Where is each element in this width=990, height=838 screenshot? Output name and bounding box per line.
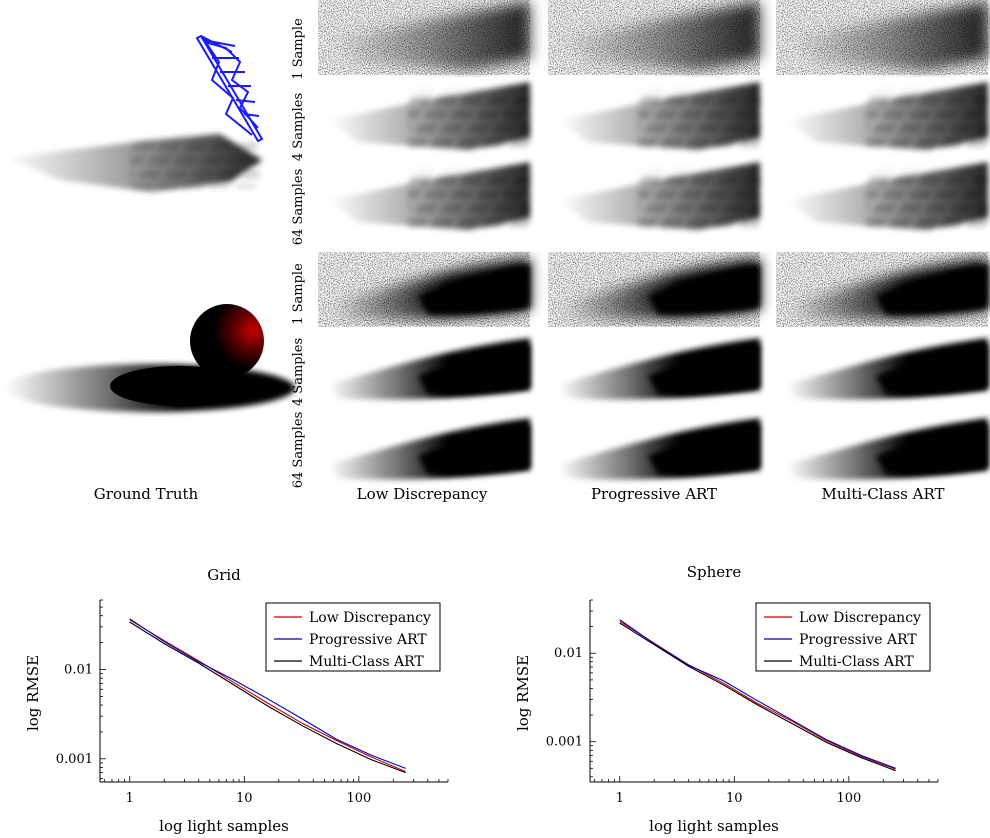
y-tick-label: 0.001 (56, 752, 93, 767)
series-line (129, 618, 406, 769)
render-thumbnail (558, 338, 760, 400)
render-thumbnail (558, 162, 760, 230)
x-tick-label: 100 (346, 791, 371, 806)
x-tick-label: 1 (126, 791, 134, 806)
render-thumbnail (786, 82, 988, 150)
x-tick-label: 100 (836, 791, 861, 806)
row-label: 4 Samples (291, 338, 306, 406)
series-line (129, 621, 406, 774)
column-label-ground-truth: Ground Truth (94, 485, 199, 503)
render-thumbnail (328, 82, 530, 150)
chart-title: Sphere (687, 563, 742, 581)
y-tick-label: 0.01 (64, 662, 93, 677)
render-thumbnail (318, 0, 530, 75)
legend-box (265, 602, 441, 672)
x-tick-label: 1 (616, 791, 624, 806)
x-axis-label: log light samples (159, 817, 289, 835)
row-labels: 1 Sample 4 Samples 64 Samples 1 Sample 4… (291, 18, 306, 488)
row-label: 1 Sample (291, 263, 306, 325)
render-thumbnail (786, 162, 988, 230)
render-thumbnail (318, 252, 530, 327)
legend-label: Low Discrepancy (309, 610, 431, 626)
red-sphere-icon (190, 304, 264, 378)
y-axis-label: log RMSE (24, 655, 42, 731)
legend-label: Progressive ART (799, 632, 917, 648)
x-tick-label: 10 (236, 791, 253, 806)
column-label-progressive-art: Progressive ART (591, 485, 717, 503)
row-label: 1 Sample (291, 18, 306, 80)
y-axis-label: log RMSE (514, 655, 532, 731)
render-thumbnail (776, 252, 988, 327)
legend-label: Low Discrepancy (799, 610, 921, 626)
grid-rmse-chart: Grid 1 10 100 0.001 0.01 log light samples log … (24, 566, 449, 835)
render-thumbnail (558, 418, 760, 480)
legend: Low Discrepancy Progressive ART Multi-Clas… (755, 602, 931, 672)
legend-label: Multi-Class ART (309, 654, 424, 670)
x-axis-label: log light samples (649, 817, 779, 835)
legend: Low Discrepancy Progressive ART Multi-Clas… (265, 602, 441, 672)
render-thumbnail (328, 162, 530, 230)
series-line (619, 622, 896, 772)
render-thumbnails (318, 0, 988, 480)
render-thumbnail (548, 0, 760, 75)
render-thumbnail (328, 418, 530, 480)
chart-title: Grid (207, 566, 241, 584)
render-thumbnail (786, 418, 988, 480)
row-label: 64 Samples (291, 169, 306, 246)
y-tick-label: 0.01 (554, 646, 583, 661)
ground-truth-grid-scene (5, 34, 264, 192)
column-label-low-discrepancy: Low Discrepancy (357, 485, 488, 503)
y-tick-label: 0.001 (546, 735, 583, 750)
column-label-multi-class-art: Multi-Class ART (822, 485, 945, 503)
series-line (129, 619, 406, 773)
render-thumbnail (558, 82, 760, 150)
row-label: 64 Samples (291, 412, 306, 489)
blue-light-grid-icon (195, 34, 264, 143)
render-thumbnail (548, 252, 760, 327)
column-labels: Ground Truth Low Discrepancy Progressive… (94, 485, 945, 503)
render-thumbnail (328, 338, 530, 400)
legend-label: Multi-Class ART (799, 654, 914, 670)
legend-label: Progressive ART (309, 632, 427, 648)
sphere-rmse-chart: Sphere 1 10 100 0.001 0.01 log light samples lo… (514, 563, 939, 835)
ground-truth-sphere-scene (5, 304, 295, 412)
render-thumbnail (786, 338, 988, 400)
series-line (619, 619, 896, 769)
row-label: 4 Samples (291, 93, 306, 161)
x-tick-label: 10 (726, 791, 743, 806)
legend-box (755, 602, 931, 672)
render-thumbnail (776, 0, 988, 75)
